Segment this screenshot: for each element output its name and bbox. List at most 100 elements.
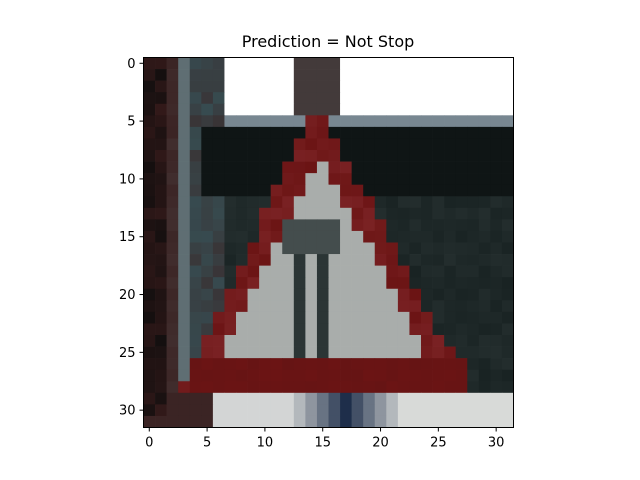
image-pixel [201,347,213,359]
image-pixel [190,300,202,312]
image-pixel [375,416,387,428]
image-pixel [398,138,410,150]
image-pixel [433,208,445,220]
image-pixel [224,323,236,335]
image-pixel [294,185,306,197]
image-pixel [329,69,341,81]
image-pixel [409,312,421,324]
image-pixel [467,300,479,312]
image-pixel [444,92,456,104]
image-pixel [421,243,433,255]
image-pixel [386,381,398,393]
image-pixel [467,162,479,174]
image-pixel [502,300,514,312]
image-pixel [479,416,491,428]
image-pixel [144,69,156,81]
image-pixel [490,370,502,382]
image-pixel [444,69,456,81]
image-pixel [502,127,514,139]
image-pixel [201,404,213,416]
image-pixel [329,231,341,243]
image-pixel [375,104,387,116]
image-pixel [329,162,341,174]
image-pixel [375,219,387,231]
image-pixel [155,347,167,359]
image-pixel [386,300,398,312]
image-pixel [479,358,491,370]
image-pixel [294,323,306,335]
image-pixel [444,347,456,359]
image-pixel [386,58,398,70]
image-pixel [502,92,514,104]
image-pixel [467,69,479,81]
image-pixel [294,300,306,312]
image-pixel [363,92,375,104]
image-pixel [213,81,225,93]
image-pixel [213,196,225,208]
image-pixel [409,277,421,289]
image-pixel [329,208,341,220]
image-pixel [433,185,445,197]
image-pixel [178,323,190,335]
image-pixel [236,416,248,428]
image-pixel [363,81,375,93]
image-pixel [421,335,433,347]
image-pixel [167,266,179,278]
image-pixel [386,150,398,162]
image-pixel [190,243,202,255]
image-pixel [317,300,329,312]
image-pixel [282,243,294,255]
image-pixel [155,208,167,220]
x-axis: 0 5 10 15 20 25 30 [145,428,504,451]
image-pixel [178,92,190,104]
image-pixel [490,323,502,335]
image-pixel [294,231,306,243]
image-pixel [190,196,202,208]
image-pixel [352,173,364,185]
image-pixel [271,219,283,231]
image-pixel [329,300,341,312]
image-pixel [317,404,329,416]
image-pixel [467,358,479,370]
image-pixel [144,243,156,255]
image-pixel [282,150,294,162]
image-pixel [444,231,456,243]
image-pixel [467,104,479,116]
image-pixel [305,335,317,347]
image-pixel [502,243,514,255]
image-pixel [282,127,294,139]
image-pixel [479,104,491,116]
image-pixel [248,162,260,174]
y-tick-label: 10 [119,172,136,187]
image-pixel [236,69,248,81]
image-pixel [421,416,433,428]
image-pixel [190,138,202,150]
image-pixel [456,219,468,231]
image-pixel [340,69,352,81]
image-pixel [421,312,433,324]
image-pixel [201,92,213,104]
image-pixel [144,185,156,197]
image-pixel [386,138,398,150]
image-pixel [259,162,271,174]
image-pixel [352,266,364,278]
image-pixel [352,300,364,312]
image-pixel [190,92,202,104]
image-pixel [213,277,225,289]
image-pixel [305,127,317,139]
image-pixel [317,185,329,197]
image-pixel [409,58,421,70]
image-pixel [421,69,433,81]
image-pixel [375,358,387,370]
image-pixel [329,219,341,231]
image-pixel [167,208,179,220]
image-pixel [294,416,306,428]
image-pixel [282,81,294,93]
image-pixel [340,416,352,428]
x-tick-label: 10 [257,436,274,451]
image-pixel [409,115,421,127]
image-pixel [190,404,202,416]
image-pixel [201,173,213,185]
image-pixel [155,266,167,278]
image-pixel [213,323,225,335]
